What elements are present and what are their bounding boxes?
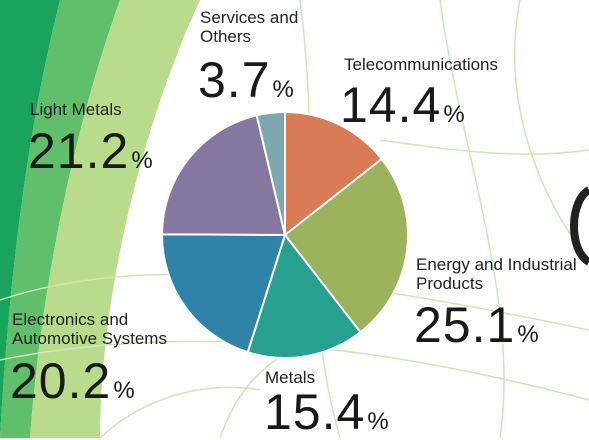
value-label: 21.2% bbox=[28, 126, 153, 176]
value-unit: % bbox=[113, 377, 134, 404]
value-unit: % bbox=[367, 408, 388, 435]
value-number: 15.4 bbox=[264, 384, 365, 440]
decoration bbox=[574, 190, 589, 262]
value-number: 25.1 bbox=[414, 297, 515, 353]
category-label: Telecommunications bbox=[344, 55, 498, 74]
category-label: Services and Others bbox=[200, 8, 320, 46]
value-number: 21.2 bbox=[28, 123, 129, 179]
value-unit: % bbox=[517, 321, 538, 348]
category-label: Light Metals bbox=[30, 100, 122, 119]
value-number: 20.2 bbox=[10, 353, 111, 409]
value-label: 14.4% bbox=[340, 80, 465, 130]
value-label: 25.1% bbox=[414, 300, 539, 350]
category-label: Electronics and Automotive Systems bbox=[12, 310, 207, 348]
value-label: 15.4% bbox=[264, 387, 389, 437]
page: {"chart_data": {"type": "pie", "categori… bbox=[0, 0, 589, 438]
value-unit: % bbox=[443, 101, 464, 128]
value-unit: % bbox=[131, 147, 152, 174]
value-number: 3.7 bbox=[198, 52, 271, 108]
value-label: 3.7% bbox=[198, 55, 294, 105]
category-label: Energy and Industrial Products bbox=[416, 255, 589, 293]
value-label: 20.2% bbox=[10, 356, 135, 406]
value-number: 14.4 bbox=[340, 77, 441, 133]
value-unit: % bbox=[273, 76, 294, 103]
